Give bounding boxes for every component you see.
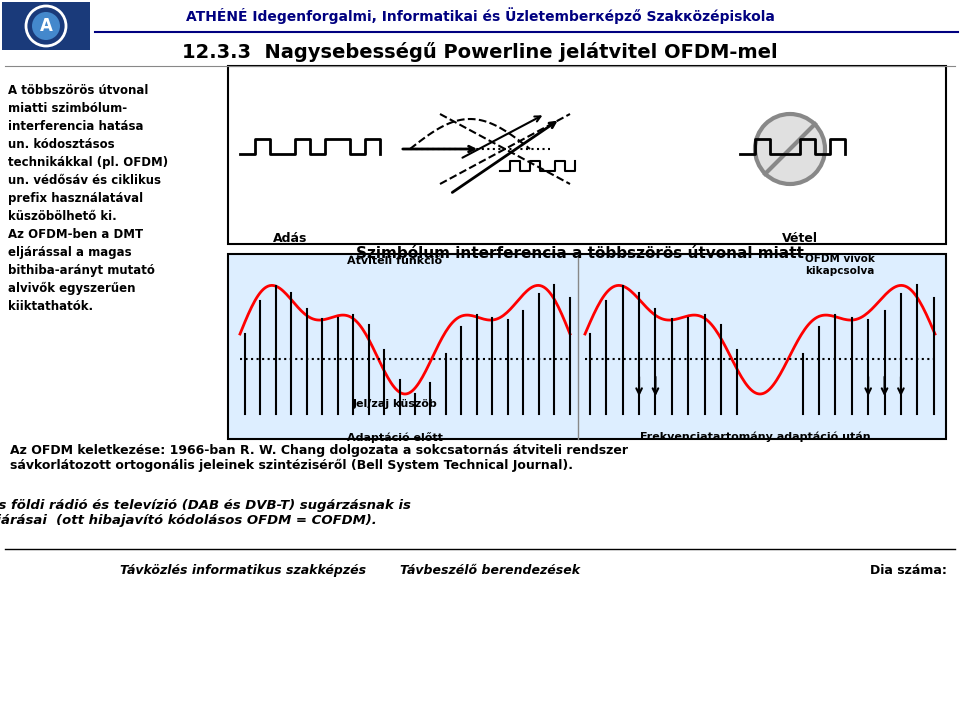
FancyBboxPatch shape	[228, 66, 946, 244]
Text: alvivők egyszerűen: alvivők egyszerűen	[8, 282, 135, 295]
Circle shape	[755, 114, 825, 184]
Text: 12.3.3  Nagysebességű Powerline jelátvitel OFDM-mel: 12.3.3 Nagysebességű Powerline jelátvite…	[182, 42, 778, 62]
Text: Frekvenciatartomány adaptáció után: Frekvenciatartomány adaptáció után	[639, 432, 871, 443]
Text: OFDM vivők
kikapcsolva: OFDM vivők kikapcsolva	[805, 254, 875, 275]
Text: Szimbólum interferencia a többszörös útvonal miatt: Szimbólum interferencia a többszörös útv…	[356, 246, 804, 261]
Text: Jel/zaj küszöb: Jel/zaj küszöb	[352, 399, 438, 409]
Text: Átviteli funkció: Átviteli funkció	[348, 256, 443, 266]
Text: Az OFDM és a DMT a digitális földi rádió és televízió (DAB és DVB-T) sugárzásnak: Az OFDM és a DMT a digitális földi rádió…	[0, 499, 412, 527]
Text: interferencia hatása: interferencia hatása	[8, 120, 143, 133]
Text: bithiba-arányt mutató: bithiba-arányt mutató	[8, 264, 155, 277]
FancyBboxPatch shape	[2, 2, 90, 50]
Text: miatti szimbólum-: miatti szimbólum-	[8, 102, 127, 115]
Text: Vétel: Vétel	[782, 232, 818, 245]
Text: technikákkal (pl. OFDM): technikákkal (pl. OFDM)	[8, 156, 168, 169]
Text: Az OFDM keletkezése: 1966-ban R. W. Chang dolgozata a sokcsatornás átviteli rend: Az OFDM keletkezése: 1966-ban R. W. Chan…	[10, 444, 628, 472]
Text: ATHÉNÉ Idegenforgalmi, Informatikai és Üzletemberкépző Szakкözépiskola: ATHÉNÉ Idegenforgalmi, Informatikai és Ü…	[185, 8, 775, 25]
Text: A: A	[39, 17, 53, 35]
Text: Adás: Adás	[273, 232, 307, 245]
Text: A többszörös útvonal: A többszörös útvonal	[8, 84, 149, 97]
FancyBboxPatch shape	[228, 254, 946, 439]
Text: kiiktathatók.: kiiktathatók.	[8, 300, 93, 313]
Text: un. kódosztásos: un. kódosztásos	[8, 138, 114, 151]
Text: un. védősáv és ciklikus: un. védősáv és ciklikus	[8, 174, 161, 187]
Text: Az OFDM-ben a DMT: Az OFDM-ben a DMT	[8, 228, 143, 241]
Text: Dia száma:      19: Dia száma: 19	[870, 564, 960, 577]
Text: Adaptáció előtt: Adaptáció előtt	[348, 432, 443, 443]
Circle shape	[32, 12, 60, 40]
Text: küszöbölhető ki.: küszöbölhető ki.	[8, 210, 117, 223]
Text: prefix használatával: prefix használatával	[8, 192, 143, 205]
Text: Távközlés informatikus szakképzés: Távközlés informatikus szakképzés	[120, 564, 366, 577]
Text: Távbeszélő berendezések: Távbeszélő berendezések	[400, 564, 580, 577]
Text: eljárással a magas: eljárással a magas	[8, 246, 132, 259]
